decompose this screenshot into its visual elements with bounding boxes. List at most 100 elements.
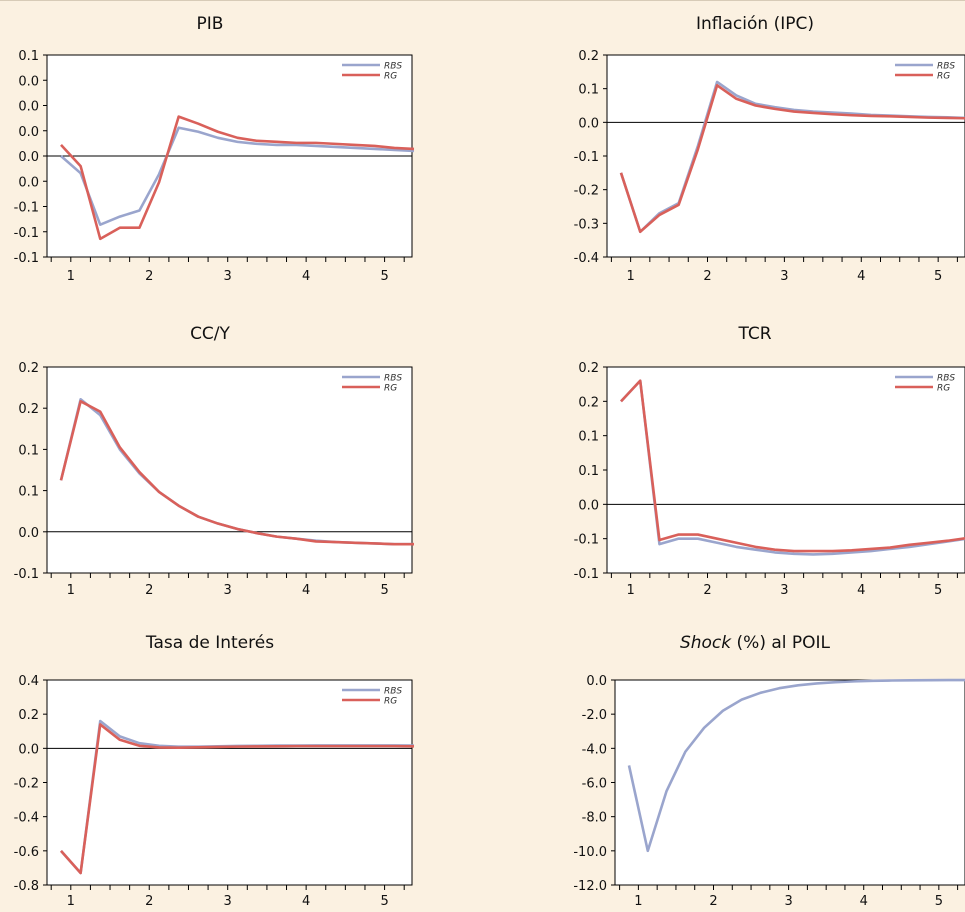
chart-panel-shock: Shock (%) al POIL 0.0 -2.0 -4.0 -6.0 -8.0 -10… — [545, 633, 965, 912]
y-tick-label: -0.4 — [574, 251, 599, 266]
legend-label: RG — [384, 384, 397, 394]
y-tick-label: 0.2 — [578, 395, 599, 410]
series-line-rbs — [60, 126, 415, 226]
x-tick-label: 4 — [302, 269, 310, 284]
plot-area — [606, 54, 965, 258]
x-tick-label: 2 — [703, 583, 711, 598]
plot-area — [46, 366, 413, 574]
x-tick-label: 1 — [634, 894, 642, 909]
series-line-rg — [619, 84, 965, 234]
y-tick-label: 0.1 — [18, 443, 39, 458]
legend-label: RG — [937, 72, 950, 82]
series-line-rbs — [620, 379, 965, 556]
y-tick-label: 0.0 — [18, 100, 39, 115]
y-tick-label: 0.1 — [18, 485, 39, 500]
y-tick-label: -0.2 — [14, 777, 39, 792]
y-tick-label: 0.2 — [18, 708, 39, 723]
y-tick-label: -0.1 — [14, 251, 39, 266]
y-tick-label: 0.0 — [18, 526, 39, 541]
x-tick-label: 2 — [145, 583, 153, 598]
top-border — [0, 0, 965, 1]
y-tick-label: 0.2 — [18, 361, 39, 376]
x-tick-label: 3 — [780, 269, 788, 284]
legend-label: RG — [384, 72, 397, 82]
plot-area — [606, 366, 965, 574]
x-tick-label: 4 — [302, 583, 310, 598]
x-tick-label: 1 — [67, 894, 75, 909]
y-tick-label: -0.8 — [14, 879, 39, 894]
y-tick-label: -0.1 — [574, 533, 599, 548]
y-tick-label: -0.3 — [574, 217, 599, 232]
y-tick-label: -0.4 — [14, 811, 39, 826]
x-tick-label: 2 — [145, 894, 153, 909]
x-tick-label: 4 — [860, 894, 868, 909]
y-tick-label: 0.2 — [18, 402, 39, 417]
x-tick-label: 5 — [380, 269, 388, 284]
y-tick-label: 0.0 — [586, 674, 607, 689]
y-tick-label: -0.1 — [14, 201, 39, 216]
chart-panel-tasa: Tasa de Interés 0.4 0.2 0.0 -0.2 -0.4 -0.6 -0.… — [0, 633, 420, 912]
series-line-rg — [620, 379, 965, 553]
legend-label: RBS — [937, 374, 955, 384]
y-tick-label: -8.0 — [582, 811, 607, 826]
x-tick-label: 5 — [380, 583, 388, 598]
chart-title-tcr: TCR — [738, 324, 772, 344]
y-tick-label: 0.1 — [578, 464, 599, 479]
x-tick-label: 1 — [67, 583, 75, 598]
x-tick-label: 3 — [224, 583, 232, 598]
x-tick-label: 2 — [145, 269, 153, 284]
x-tick-label: 1 — [626, 583, 634, 598]
series-line-rg — [59, 400, 414, 546]
chart-title-ccy: CC/Y — [190, 324, 230, 344]
x-tick-label: 5 — [935, 894, 943, 909]
y-tick-label: -0.6 — [14, 845, 39, 860]
chart-panel-inflacion: Inflación (IPC) 0.2 0.1 0.0 -0.1 -0.2 -0.3 -0.… — [545, 14, 965, 304]
y-tick-label: 0.1 — [578, 83, 599, 98]
y-tick-label: -10.0 — [573, 845, 607, 860]
x-tick-label: 3 — [780, 583, 788, 598]
x-tick-label: 4 — [857, 583, 865, 598]
y-tick-label: 0.0 — [578, 116, 599, 131]
y-tick-label: -0.1 — [14, 567, 39, 582]
y-tick-label: 0.0 — [18, 125, 39, 140]
y-tick-label: 0.2 — [578, 361, 599, 376]
y-tick-label: 0.0 — [578, 498, 599, 513]
x-tick-label: 3 — [784, 894, 792, 909]
y-tick-label: 0.0 — [18, 175, 39, 190]
chart-shock: 0.0 -2.0 -4.0 -6.0 -8.0 -10.0 -12.0 1 2 3 4 5 — [573, 674, 965, 909]
series-line-rg — [60, 115, 415, 241]
chart-panel-tcr: TCR 0.2 0.2 0.1 0.1 0.0 -0.1 -0.1 1 2 3 4 5 RBS RG — [545, 324, 965, 614]
x-tick-label: 2 — [703, 269, 711, 284]
x-tick-label: 5 — [380, 894, 388, 909]
plot-area — [46, 679, 413, 886]
chart-title-shock: Shock (%) al POIL — [545, 633, 965, 653]
y-tick-label: 0.2 — [578, 49, 599, 64]
x-tick-label: 5 — [934, 583, 942, 598]
y-tick-label: -0.1 — [574, 567, 599, 582]
legend-label: RBS — [384, 687, 402, 697]
x-tick-label: 4 — [302, 894, 310, 909]
legend-label: RBS — [384, 374, 402, 384]
y-tick-label: 0.1 — [18, 49, 39, 64]
legend-label: RBS — [384, 62, 402, 72]
y-tick-label: -0.2 — [574, 184, 599, 199]
chart-title-inflacion: Inflación (IPC) — [696, 14, 814, 34]
series-line-shock — [627, 678, 965, 853]
x-tick-label: 3 — [224, 894, 232, 909]
y-tick-label: 0.1 — [578, 430, 599, 445]
legend-label: RG — [384, 697, 397, 707]
y-tick-label: -2.0 — [582, 708, 607, 723]
chart-panel-pib: PIB 0.1 0.0 0.0 0.0 0.0 0.0 -0.1 -0.1 -0.1 1 2 3 4 5 R… — [0, 14, 420, 304]
y-tick-label: -0.1 — [14, 226, 39, 241]
series-line-rg — [60, 723, 415, 875]
y-tick-label: 0.0 — [18, 74, 39, 89]
y-tick-label: -12.0 — [573, 879, 607, 894]
chart-title-shock-rest: (%) al POIL — [731, 633, 831, 653]
chart-title-shock-italic: Shock — [679, 633, 732, 653]
x-tick-label: 1 — [67, 269, 75, 284]
chart-title-pib: PIB — [196, 14, 224, 34]
